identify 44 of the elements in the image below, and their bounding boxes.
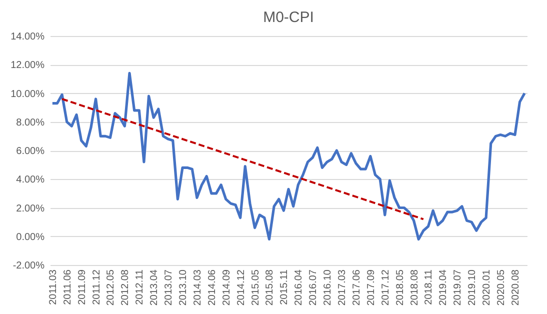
- y-tick-label: 4.00%: [16, 174, 45, 186]
- x-tick-label: 2017.12: [380, 269, 392, 306]
- x-tick-label: 2011.09: [76, 269, 88, 305]
- x-tick-label: 2017.06: [351, 269, 362, 306]
- x-tick-label: 2015.08: [264, 269, 276, 306]
- x-tick-label: 2020.08: [510, 269, 522, 306]
- y-tick-label: 10.00%: [10, 88, 45, 100]
- x-tick-label: 2014.12: [236, 269, 247, 306]
- x-tick-label: 2020.01: [482, 269, 493, 306]
- y-tick-label: -2.00%: [12, 260, 45, 272]
- x-tick-label: 2020.05: [496, 269, 507, 306]
- x-tick-label: 2011.12: [91, 269, 102, 305]
- x-tick-label: 2015.11: [279, 269, 290, 305]
- x-tick-label: 2012.05: [106, 269, 117, 306]
- x-tick-label: 2011.06: [62, 269, 74, 305]
- x-tick-label: 2016.10: [322, 269, 334, 306]
- x-tick-label: 2015.05: [250, 269, 262, 306]
- x-tick-label: 2013.10: [178, 269, 189, 306]
- y-tick-label: 6.00%: [16, 146, 45, 157]
- x-tick-label: 2016.07: [308, 269, 320, 306]
- x-tick-label: 2018.11: [424, 269, 435, 305]
- x-tick-label: 2014.09: [221, 269, 232, 306]
- chart-title: M0-CPI: [263, 9, 314, 26]
- x-tick-label: 2019.04: [438, 269, 450, 306]
- y-tick-label: 12.00%: [10, 60, 45, 72]
- x-tick-label: 2016.04: [294, 269, 305, 306]
- x-tick-label: 2018.08: [409, 269, 420, 306]
- y-tick-label: 2.00%: [16, 203, 45, 214]
- x-tick-label: 2012.11: [134, 269, 146, 305]
- y-tick-label: 8.00%: [16, 117, 45, 128]
- y-tick-label: 14.00%: [10, 32, 45, 42]
- x-tick-label: 2014.03: [192, 269, 204, 306]
- y-tick-label: 0.00%: [16, 232, 45, 243]
- x-tick-label: 2017.09: [366, 269, 377, 306]
- x-tick-label: 2012.08: [120, 269, 132, 306]
- x-tick-label: 2011.03: [48, 269, 59, 305]
- line-series: [51, 72, 526, 241]
- x-tick-label: 2019.10: [467, 269, 478, 306]
- x-tick-label: 2019.07: [452, 269, 464, 306]
- x-tick-label: 2017.03: [337, 269, 348, 306]
- x-tick-label: 2013.07: [164, 269, 175, 306]
- x-tick-label: 2018.05: [394, 269, 406, 306]
- x-tick-label: 2014.06: [206, 269, 218, 306]
- x-tick-label: 2013.04: [149, 269, 160, 306]
